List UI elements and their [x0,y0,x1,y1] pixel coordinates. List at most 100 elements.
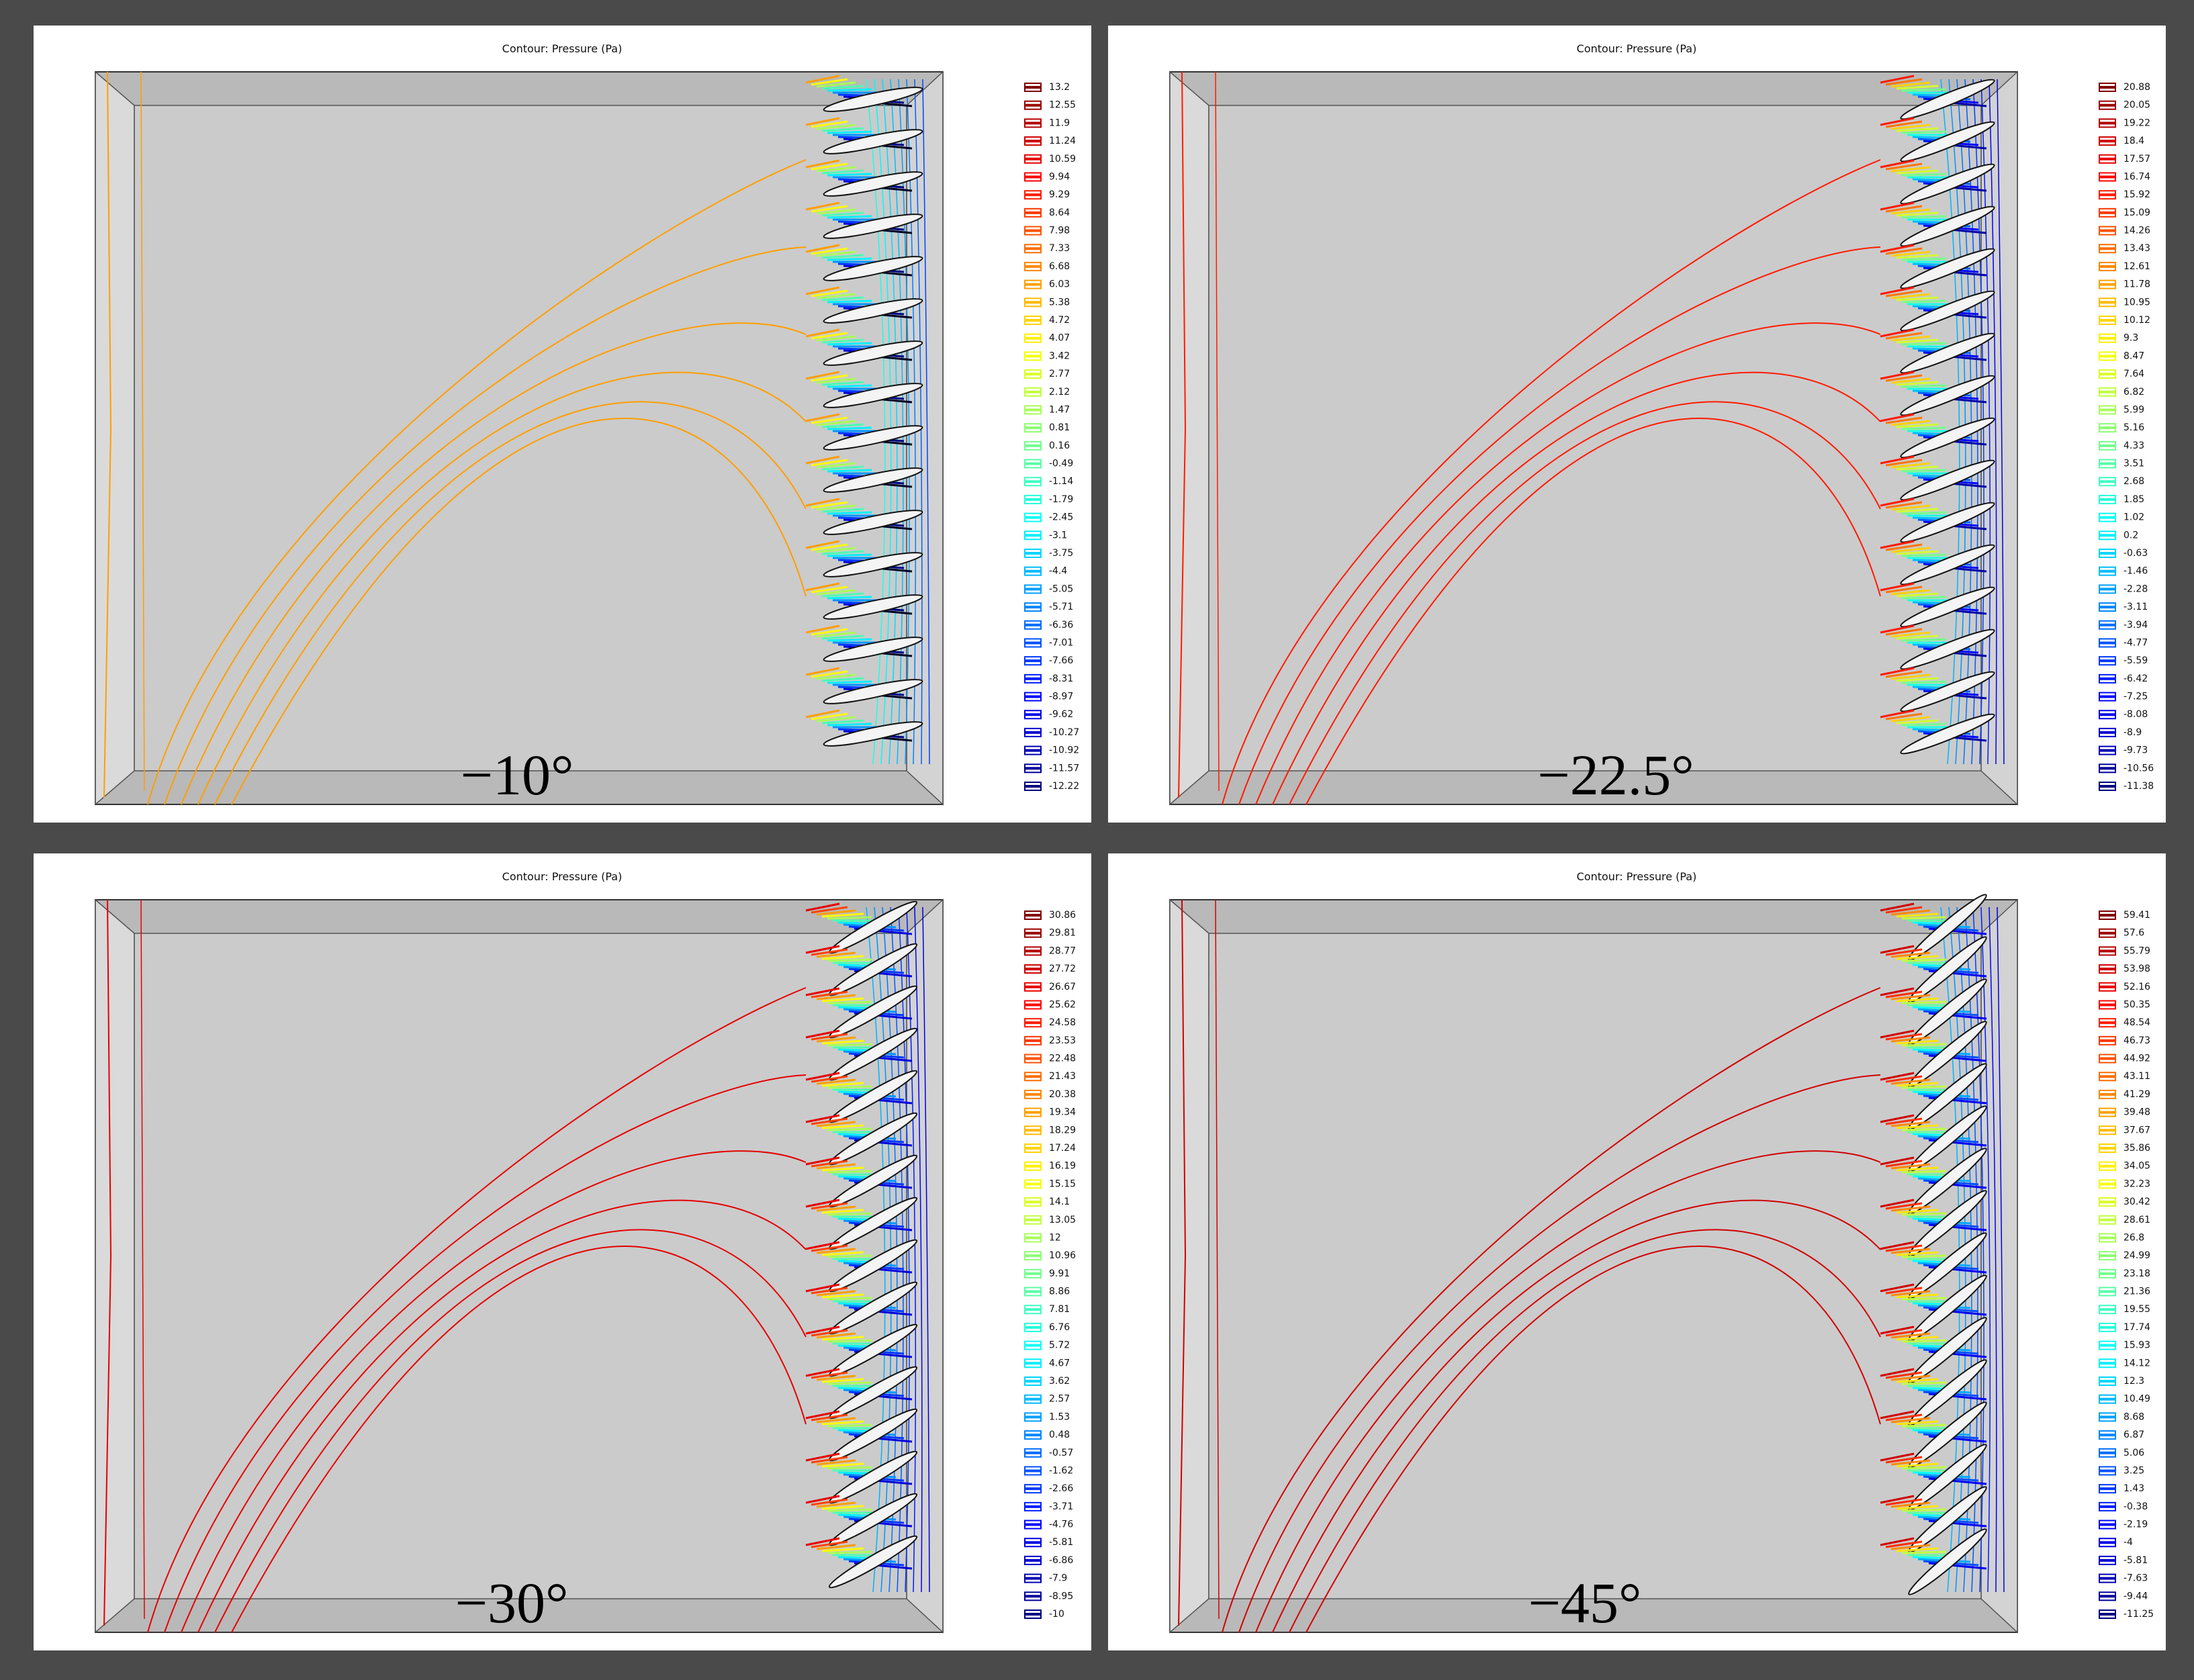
streak [1896,1336,1939,1341]
streak [816,1036,856,1043]
streak [816,1205,856,1212]
streak [1880,1368,1915,1377]
streak [816,673,856,680]
legend-label: 1.02 [2123,512,2144,523]
legend-label: 3.51 [2123,459,2144,469]
streak [1901,469,1947,473]
streak [811,162,848,171]
streak [1880,413,1915,422]
streak [1890,909,1931,916]
legend-label: 11.9 [1049,118,1070,128]
streak [811,906,848,914]
legend-label: 13.2 [1049,82,1070,93]
streak [827,1424,872,1428]
streak [805,1325,840,1335]
legend-label: 12.61 [2123,261,2150,272]
legend-label: 19.22 [2123,118,2150,128]
legend-label: -8.97 [1049,692,1073,702]
streak [1896,1166,1939,1172]
streak [821,1293,864,1299]
streak [1885,78,1923,86]
streak [1885,1160,1923,1168]
streak [816,293,856,299]
streak [1880,1452,1915,1462]
streak [1880,667,1915,676]
domain-inner [1208,933,1982,1599]
streak [1890,81,1931,88]
legend-label: 46.73 [2123,1035,2150,1046]
legend-label: 3.25 [2123,1465,2144,1476]
blade [823,425,923,451]
legend-label: -5.05 [1049,584,1073,594]
streak [1880,709,1915,718]
streak [1890,1248,1931,1254]
blade [1900,375,1995,416]
legend-label: -2.45 [1049,512,1073,523]
contour-line [1306,1245,1881,1633]
legend-label: 11.24 [1049,136,1076,146]
legend-label: 37.67 [2123,1125,2150,1135]
legend-label: -2.66 [1049,1483,1073,1494]
streak [827,511,872,515]
streak [1896,1462,1939,1468]
streak [816,1501,856,1508]
streak [821,592,864,598]
streak [1901,511,1947,515]
streak [1896,1209,1939,1214]
streak [1890,504,1931,511]
legend-label: 5.38 [1049,297,1070,308]
streak [805,709,840,718]
legend-label: -11.25 [2123,1609,2154,1620]
blade [1900,628,1995,670]
streak [821,85,864,90]
streak [1885,1033,1923,1041]
streak [1901,1254,1947,1258]
streak [827,215,872,219]
streak [811,948,848,956]
streak [811,332,848,340]
legend-label: 19.34 [1049,1107,1076,1118]
legend-label: 18.4 [2123,136,2144,146]
streak [821,1082,864,1087]
streak [805,540,840,549]
streak [1890,589,1931,596]
legend-label: -3.1 [1049,530,1067,541]
contour-line [898,906,910,1593]
streak [827,916,872,920]
streak [1890,1417,1931,1424]
legend-label: 4.67 [1049,1358,1070,1368]
streak [1880,1495,1915,1504]
contour-line [103,71,112,798]
contour-line [922,79,930,765]
streak [1890,1290,1931,1297]
legend-label: 4.33 [2123,440,2144,451]
legend-label: 35.86 [2123,1143,2150,1154]
streak [816,589,856,596]
streak [1880,201,1915,211]
streak [821,1209,864,1214]
streak [805,667,840,676]
legend-label: -9.62 [1049,709,1073,720]
streak [1896,1547,1939,1552]
legend-label: 15.15 [1049,1178,1076,1189]
streak [1890,293,1931,299]
streak [821,423,864,428]
legend-label: -1.62 [1049,1465,1073,1476]
legend-label: 28.61 [2123,1215,2150,1225]
legend-label: 6.76 [1049,1322,1070,1333]
streak [816,81,856,88]
panel: Contour: Pressure (Pa) −22.5° 20.88 20.05 19… [1108,26,2166,823]
streak [805,159,840,169]
streak [1896,955,1939,960]
streak [821,127,864,132]
legend-label: -12.22 [1049,781,1079,792]
streak [1885,1287,1923,1295]
streak [1896,635,1939,640]
streak [1901,88,1947,92]
streak [1901,722,1947,727]
blade [823,87,923,112]
contour-line [922,906,930,1593]
streak [805,117,840,126]
blade [1908,1528,1987,1595]
streak [1880,1325,1915,1335]
